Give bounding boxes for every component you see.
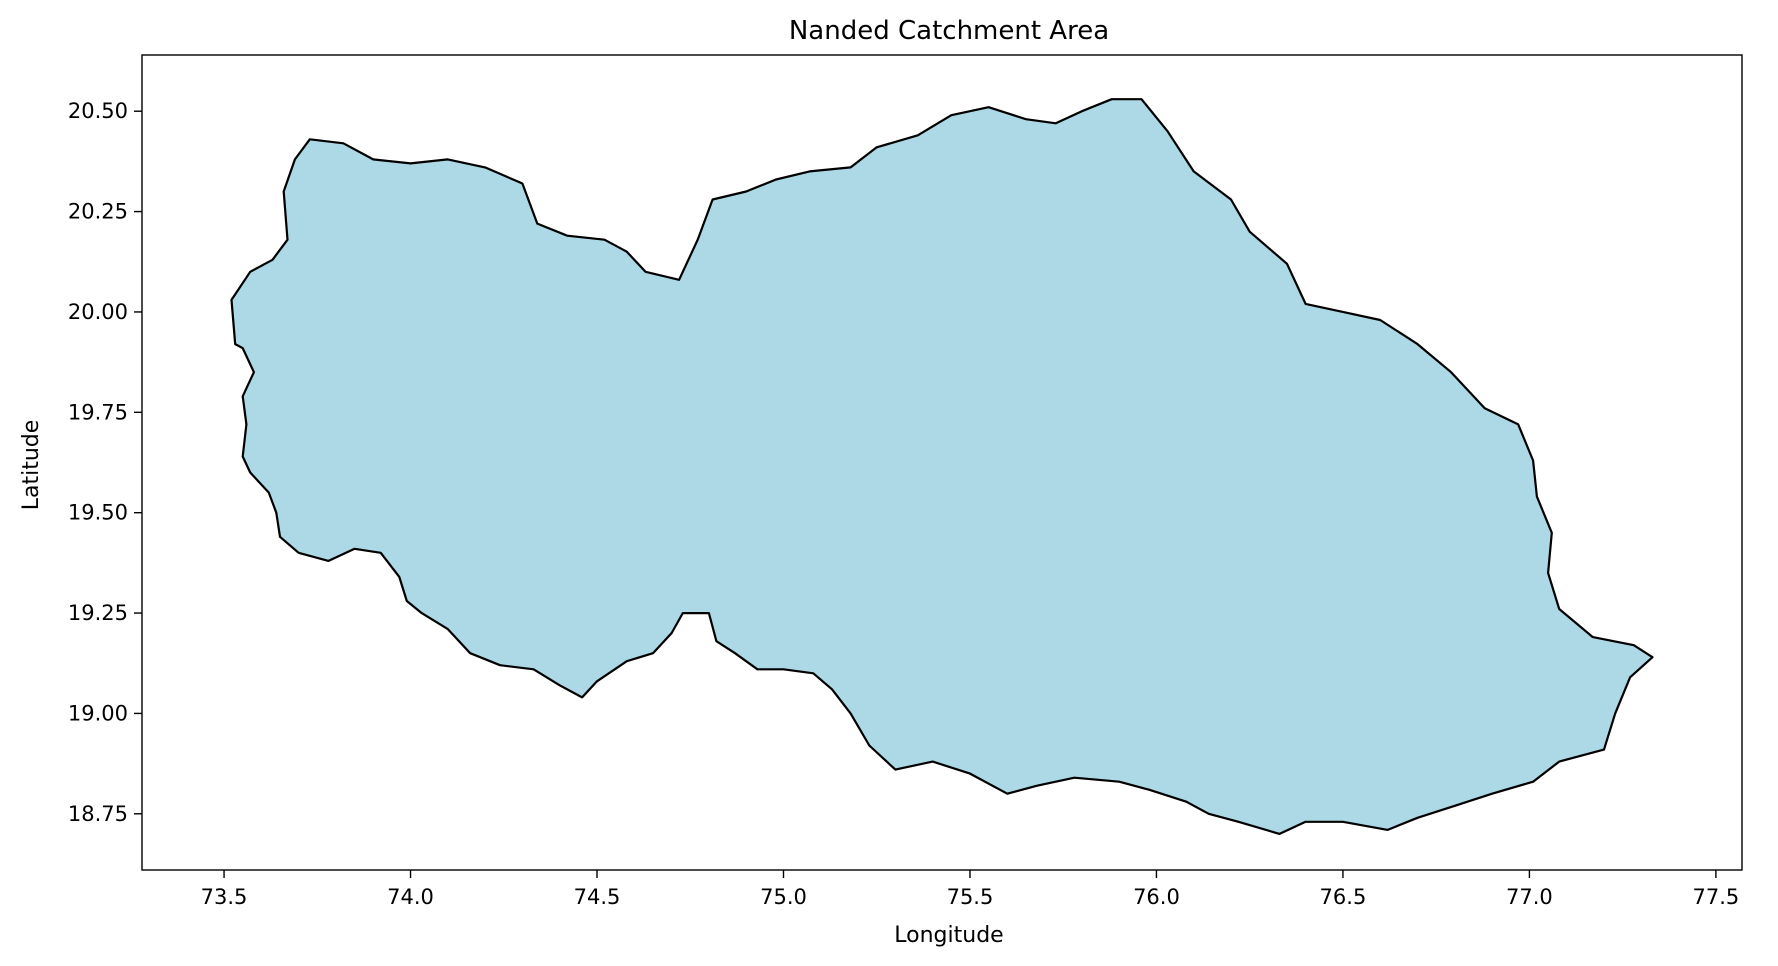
catchment-area-polygon bbox=[230, 98, 1654, 835]
y-tick-label: 19.50 bbox=[68, 501, 128, 525]
y-tick-label: 18.75 bbox=[68, 802, 128, 826]
chart-title: Nanded Catchment Area bbox=[789, 16, 1109, 46]
plot-frame bbox=[141, 54, 1743, 871]
y-tick-label: 20.50 bbox=[68, 99, 128, 123]
x-tick-label: 76.5 bbox=[1320, 885, 1367, 909]
y-axis-ticks: 18.75 19.00 19.25 19.50 19.75 20.00 20.25 20.50 bbox=[68, 99, 142, 826]
x-tick-label: 77.5 bbox=[1693, 885, 1740, 909]
y-tick-label: 19.00 bbox=[68, 701, 128, 725]
y-tick-label: 19.75 bbox=[68, 400, 128, 424]
x-tick-label: 74.5 bbox=[574, 885, 621, 909]
x-tick-label: 77.0 bbox=[1506, 885, 1553, 909]
x-tick-label: 73.5 bbox=[201, 885, 248, 909]
y-axis-label: Latitude bbox=[19, 420, 44, 511]
x-tick-label: 76.0 bbox=[1133, 885, 1180, 909]
x-axis-ticks: 73.5 74.0 74.5 75.0 75.5 76.0 76.5 77.0 77.5 bbox=[201, 870, 1740, 909]
y-tick-label: 20.25 bbox=[68, 200, 128, 224]
y-tick-label: 19.25 bbox=[68, 601, 128, 625]
y-tick-label: 20.00 bbox=[68, 300, 128, 324]
x-tick-label: 74.0 bbox=[387, 885, 434, 909]
x-axis-label: Longitude bbox=[894, 923, 1003, 948]
x-tick-label: 75.5 bbox=[947, 885, 994, 909]
x-tick-label: 75.0 bbox=[760, 885, 807, 909]
